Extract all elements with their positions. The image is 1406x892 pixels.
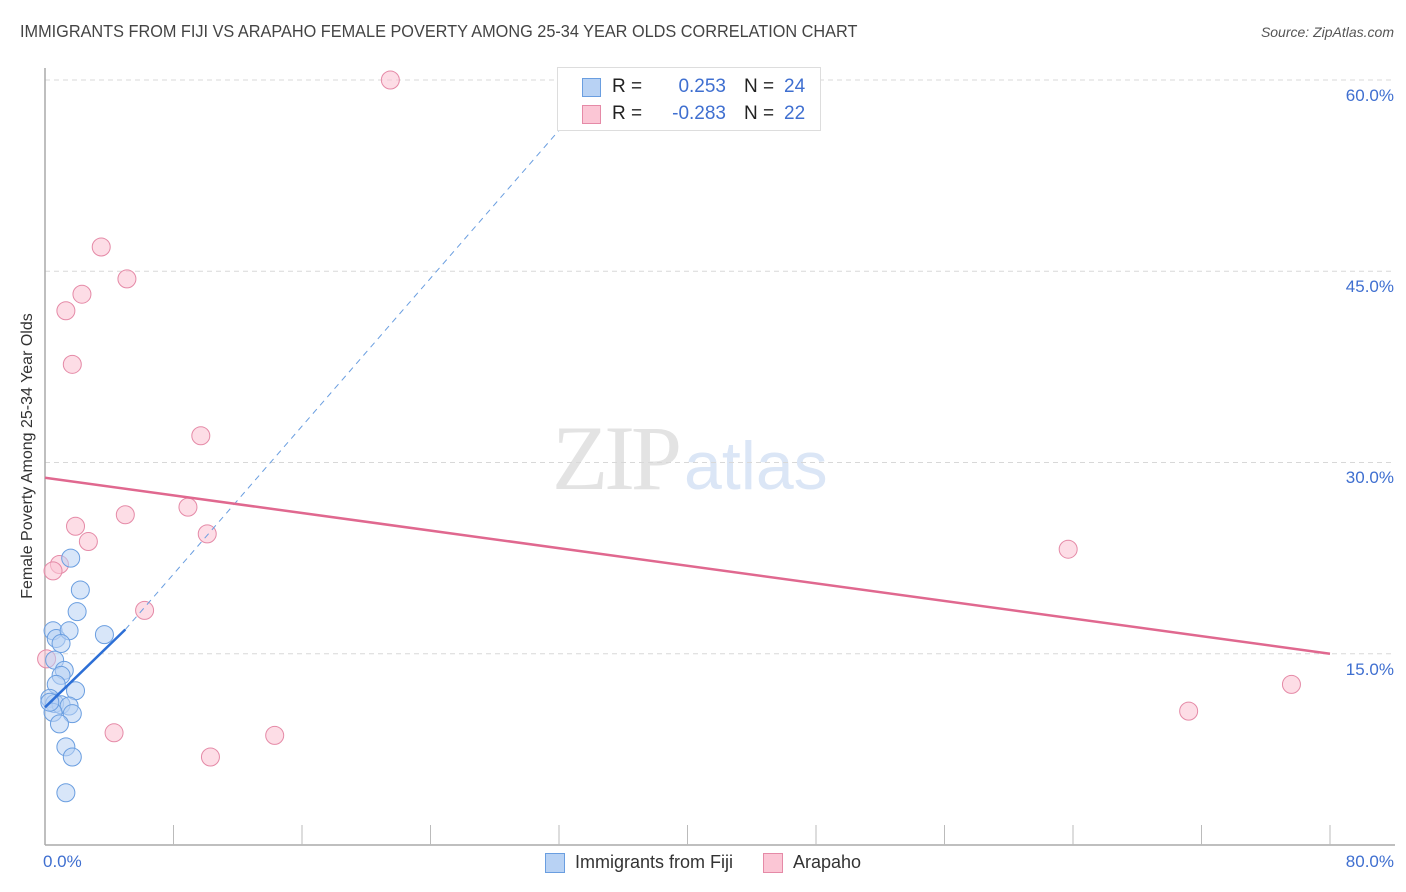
data-point [1058, 539, 1078, 559]
x-tick-0: 0.0% [43, 852, 82, 871]
data-point [62, 704, 82, 724]
source-credit: Source: ZipAtlas.com [1260, 24, 1394, 40]
data-point [115, 505, 135, 525]
legend-n-label: N = [744, 103, 775, 124]
data-point [43, 561, 63, 581]
axes [44, 68, 1395, 846]
data-point [91, 237, 111, 257]
data-point [56, 301, 76, 321]
legend-r-value: -0.283 [672, 103, 726, 124]
legend-r-label: R = [612, 103, 643, 124]
legend-r-label: R = [612, 76, 643, 97]
watermark-atlas: atlas [684, 428, 828, 504]
data-point [61, 548, 81, 568]
fiji-trend-line [44, 628, 127, 709]
data-point [135, 600, 155, 620]
legend-label-fiji: Immigrants from Fiji [575, 852, 734, 872]
series-legend: Immigrants from Fiji Arapaho [545, 852, 891, 873]
legend-row-fiji: R = 0.253 N = 24 [582, 75, 805, 99]
data-point [380, 70, 400, 90]
data-point [70, 580, 90, 600]
data-point [200, 747, 220, 767]
fiji-points [40, 548, 114, 803]
watermark: ZIPatlas [552, 405, 828, 511]
fiji-swatch-icon [582, 77, 601, 97]
data-point [62, 354, 82, 374]
data-point [1179, 701, 1199, 721]
gridlines [45, 79, 1395, 655]
legend-row-arapaho: R = -0.283 N = 22 [582, 102, 805, 126]
data-point [191, 426, 211, 446]
legend-item-arapaho[interactable]: Arapaho [763, 852, 861, 873]
y-tick-30: 30.0% [1345, 468, 1394, 487]
legend-r-value: 0.253 [678, 76, 726, 97]
legend-n-label: N = [744, 76, 775, 97]
data-point [178, 497, 198, 517]
arapaho-swatch-icon [582, 104, 601, 124]
arapaho-swatch-icon [763, 852, 784, 873]
trend-lines [44, 111, 1331, 709]
data-point [117, 269, 137, 289]
arapaho-trend-line [44, 476, 1331, 655]
y-tick-15: 15.0% [1345, 660, 1394, 679]
legend-item-fiji[interactable]: Immigrants from Fiji [545, 852, 733, 873]
legend-n-value: 22 [784, 103, 806, 124]
data-point [67, 602, 87, 622]
y-tick-45: 45.0% [1345, 277, 1394, 296]
x-tick-80: 80.0% [1345, 852, 1394, 871]
fiji-trend-extension [124, 111, 576, 630]
y-tick-60: 60.0% [1345, 86, 1394, 105]
data-point [78, 532, 98, 552]
data-point [1281, 674, 1301, 694]
arapaho-points [37, 70, 1301, 767]
data-point [104, 723, 124, 743]
y-axis-label: Female Poverty Among 25-34 Year Olds [19, 313, 36, 599]
correlation-legend: R = 0.253 N = 24 R = -0.283 N = 22 [557, 67, 821, 131]
legend-n-value: 24 [784, 76, 806, 97]
data-point [94, 625, 114, 645]
data-point [72, 284, 92, 304]
data-point [56, 783, 76, 803]
data-point [62, 747, 82, 767]
legend-label-arapaho: Arapaho [793, 852, 862, 872]
watermark-zip: ZIP [552, 407, 682, 509]
chart-title: IMMIGRANTS FROM FIJI VS ARAPAHO FEMALE P… [20, 21, 858, 41]
data-point [66, 516, 86, 536]
fiji-swatch-icon [545, 852, 565, 873]
data-point [51, 634, 71, 654]
data-point [49, 714, 69, 734]
data-point [265, 725, 285, 745]
